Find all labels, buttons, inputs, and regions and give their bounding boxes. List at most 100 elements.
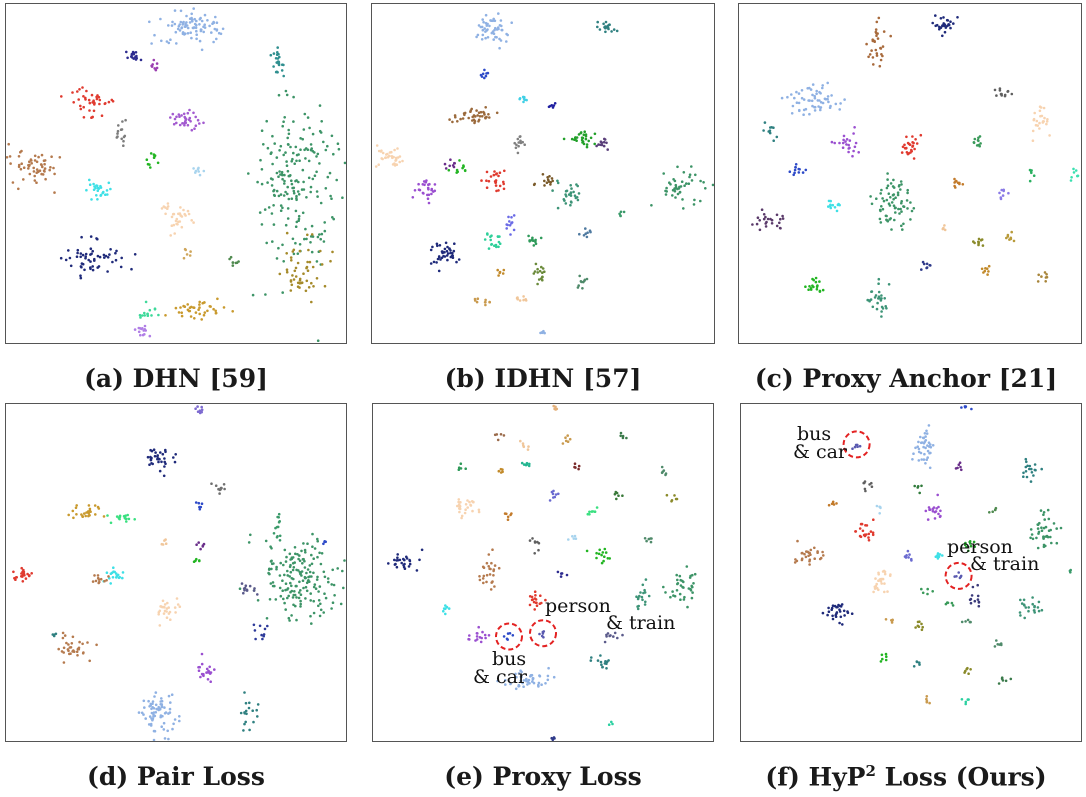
- scatter-point: [557, 492, 560, 496]
- annotation-person-train-f-line2: & train: [970, 553, 1040, 575]
- scatter-point: [231, 310, 234, 313]
- scatter-point: [758, 228, 762, 232]
- scatter-point: [179, 306, 182, 309]
- scatter-point: [873, 587, 877, 590]
- scatter-point: [884, 658, 888, 662]
- scatter-point: [867, 55, 870, 59]
- scatter-point: [1033, 605, 1036, 609]
- scatter-point: [883, 572, 887, 576]
- cluster-0: [960, 405, 973, 411]
- scatter-point: [641, 598, 644, 602]
- scatter-point: [957, 463, 961, 466]
- scatter-point: [284, 608, 288, 611]
- scatter-point: [176, 223, 179, 226]
- scatter-point: [511, 634, 515, 637]
- scatter-point: [608, 634, 611, 638]
- scatter-point: [193, 17, 196, 21]
- scatter-point: [913, 484, 916, 488]
- scatter-point: [435, 261, 438, 264]
- scatter-point: [888, 218, 891, 221]
- scatter-point: [223, 487, 226, 491]
- scatter-point: [949, 26, 952, 30]
- scatter-point: [577, 192, 581, 195]
- scatter-point: [133, 518, 136, 521]
- scatter-point: [287, 132, 291, 136]
- scatter-point: [1009, 677, 1013, 681]
- scatter-point: [104, 254, 108, 258]
- scatter-point: [150, 65, 154, 68]
- scatter-point: [590, 656, 593, 659]
- scatter-point: [924, 446, 927, 450]
- scatter-point: [506, 223, 509, 227]
- scatter-point: [636, 607, 640, 611]
- scatter-point: [243, 589, 246, 592]
- scatter-point: [498, 171, 502, 174]
- scatter-point: [1042, 120, 1045, 123]
- scatter-point: [879, 506, 882, 510]
- scatter-point: [296, 252, 300, 255]
- scatter-point: [114, 572, 118, 575]
- scatter-point: [875, 32, 878, 35]
- scatter-point: [272, 65, 275, 68]
- scatter-point: [40, 153, 44, 157]
- scatter-point: [497, 189, 500, 192]
- scatter-point: [690, 596, 694, 600]
- cluster-8: [497, 467, 504, 474]
- scatter-point: [188, 309, 192, 313]
- scatter-point: [184, 248, 187, 252]
- scatter-point: [310, 233, 314, 236]
- scatter-point: [998, 87, 1002, 90]
- scatter-point: [887, 192, 891, 195]
- scatter-point: [573, 465, 576, 469]
- scatter-point: [75, 255, 79, 258]
- scatter-point: [470, 107, 473, 111]
- scatter-point: [310, 622, 313, 625]
- scatter-point: [582, 133, 586, 136]
- scatter-point: [278, 574, 282, 577]
- scatter-point: [281, 124, 285, 128]
- scatter-point: [457, 498, 461, 501]
- scatter-point: [969, 544, 973, 548]
- scatter-point: [290, 614, 293, 617]
- scatter-point: [1029, 528, 1033, 531]
- scatter-point: [867, 538, 871, 542]
- scatter-point: [32, 166, 35, 170]
- scatter-point: [702, 181, 705, 184]
- scatter-point: [875, 52, 879, 55]
- scatter-point: [189, 120, 192, 123]
- scatter-point: [429, 248, 433, 252]
- scatter-point: [198, 559, 201, 562]
- scatter-point: [497, 274, 500, 277]
- cluster-15: [164, 297, 234, 321]
- scatter-point: [84, 252, 88, 256]
- scatter-point: [484, 303, 487, 307]
- scatter-point: [538, 269, 542, 273]
- scatter-point: [513, 141, 516, 145]
- scatter-point: [977, 136, 980, 140]
- scatter-point: [872, 63, 875, 66]
- scatter-point: [543, 184, 546, 187]
- scatter-point: [960, 620, 964, 624]
- scatter-point: [299, 605, 302, 608]
- scatter-point: [320, 232, 324, 236]
- scatter-point: [522, 97, 526, 101]
- scatter-point: [973, 241, 976, 245]
- cluster-11: [963, 540, 976, 553]
- scatter-point: [617, 494, 620, 497]
- scatter-point: [912, 452, 915, 455]
- scatter-point: [922, 445, 925, 449]
- scatter-point: [1030, 467, 1033, 471]
- scatter-point: [98, 102, 101, 106]
- scatter-point: [923, 452, 926, 456]
- scatter-point: [200, 502, 204, 505]
- scatter-point: [311, 177, 315, 181]
- scatter-point: [475, 35, 478, 39]
- scatter-point: [925, 458, 928, 461]
- scatter-point: [287, 197, 291, 201]
- scatter-point: [67, 649, 70, 653]
- scatter-point: [91, 265, 94, 268]
- scatter-point: [694, 173, 697, 177]
- scatter-point: [64, 258, 68, 262]
- scatter-point: [1037, 600, 1041, 604]
- scatter-point: [154, 68, 158, 72]
